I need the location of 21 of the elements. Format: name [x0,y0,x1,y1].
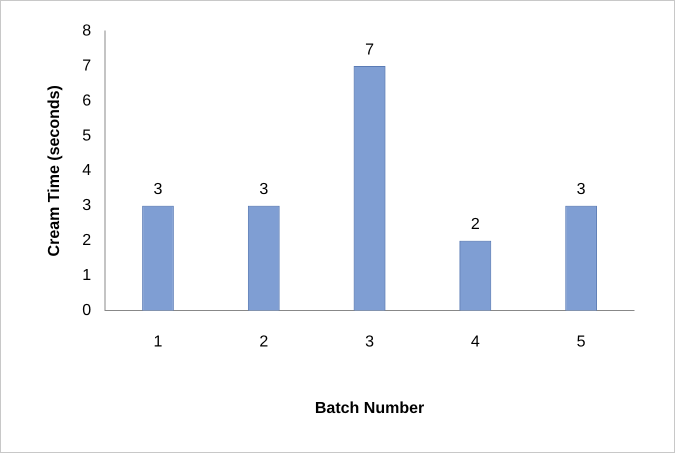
x-tick-label: 4 [470,334,480,351]
y-tick-label: 8 [82,22,92,40]
x-tick-label: 2 [259,334,268,351]
y-tick-label: 2 [82,232,92,250]
data-label: 3 [154,181,163,198]
y-tick-label: 4 [82,162,92,180]
y-tick-label: 7 [82,57,92,74]
x-tick-label: 3 [365,334,374,351]
y-tick-label: 0 [82,302,92,320]
x-axis-title: Batch Number [314,400,424,417]
y-tick-label: 5 [82,127,92,144]
data-label: 3 [576,181,586,198]
y-axis-title: Cream Time (seconds) [46,85,64,256]
data-label: 2 [470,216,480,234]
data-label: 3 [259,181,268,198]
data-label: 7 [365,41,374,58]
y-tick-label: 1 [82,267,92,284]
x-tick-label: 1 [154,334,163,351]
x-tick-label: 5 [576,334,586,351]
y-tick-label: 3 [82,197,92,214]
y-tick-label: 6 [82,92,92,110]
